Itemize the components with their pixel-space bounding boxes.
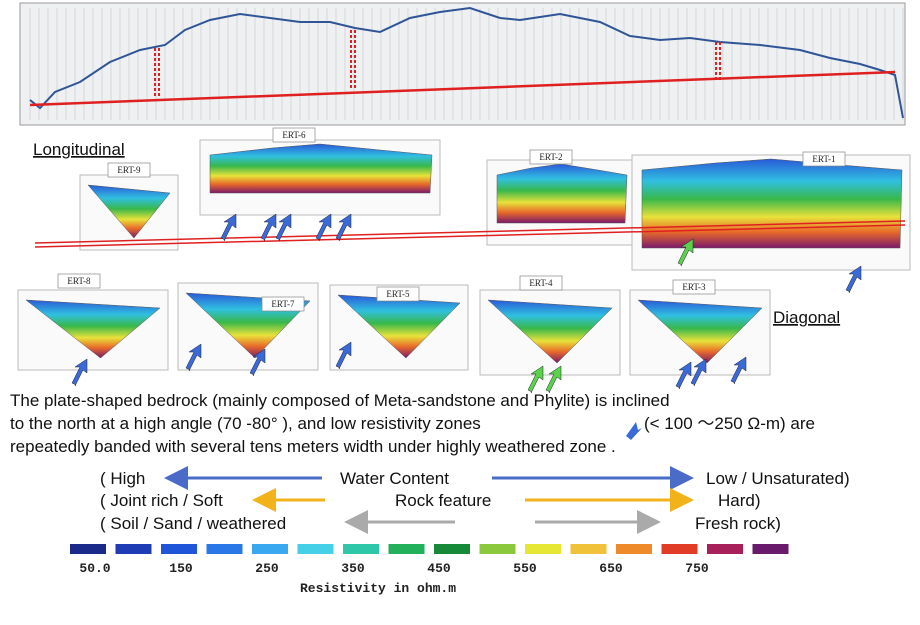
profile-panel — [19, 2, 906, 126]
description-line: repeatedly banded with several tens mete… — [10, 437, 616, 456]
color-swatch — [616, 544, 652, 554]
resistivity-section — [209, 143, 433, 194]
ert-label-box — [376, 286, 420, 302]
color-swatch — [570, 544, 607, 554]
colorbar-title: Resistivity in ohm.m — [300, 581, 456, 596]
resistivity-section — [25, 299, 161, 359]
color-swatch — [343, 544, 379, 554]
color-swatch — [206, 544, 243, 554]
colorbar-label: 650 — [599, 561, 623, 576]
zone-arrow — [275, 213, 292, 242]
legend-text: Hard) — [718, 491, 761, 510]
ert-panels: ERT-9 ERT-6 ERT-2 ERT-1 ERT-8 ERT-7 ERT-5 ERT-4… — [17, 127, 911, 376]
ert-label-box — [802, 151, 846, 167]
color-swatch — [297, 544, 334, 554]
resistivity-section — [641, 158, 903, 249]
ert-label-box — [57, 273, 101, 289]
bedrock-line — [29, 70, 896, 107]
ert-label: ERT-3 — [682, 282, 706, 292]
profile-grid — [29, 8, 904, 120]
zone-arrow — [315, 213, 332, 242]
legend-text: Rock feature — [395, 491, 491, 510]
colorbar-label: 150 — [169, 561, 193, 576]
colorbar-label: 250 — [255, 561, 279, 576]
ert-label-box — [519, 275, 563, 291]
color-swatch — [161, 544, 197, 554]
ert-label-box — [107, 162, 151, 178]
legend-text: Fresh rock) — [695, 514, 781, 533]
description-line: to the north at a high angle (70 -80° ),… — [10, 414, 481, 433]
ert-label: ERT-9 — [117, 165, 141, 175]
zone-arrow — [845, 265, 862, 294]
zone-arrow — [690, 358, 707, 387]
zone-arrow — [249, 348, 266, 377]
ert-label: ERT-8 — [67, 276, 91, 286]
color-swatch — [434, 544, 470, 554]
legend-text: ( Soil / Sand / weathered — [100, 514, 286, 533]
arrow-icon — [626, 422, 642, 440]
legend-text: ( High — [100, 469, 145, 488]
ert-label: ERT-5 — [386, 289, 410, 299]
ert-label: ERT-2 — [539, 152, 562, 162]
resistivity-section — [87, 184, 171, 239]
colorbar: 50.0 150 250 350 450 550 650 750 — [70, 544, 789, 576]
zone-arrow — [545, 365, 562, 394]
ert-label-box — [672, 279, 716, 295]
section-label: Longitudinal — [33, 140, 125, 159]
zone-arrow — [185, 343, 202, 372]
resistivity-section — [487, 299, 613, 364]
color-swatch — [115, 544, 152, 554]
colorbar-label: 750 — [685, 561, 709, 576]
zone-arrow — [730, 356, 747, 385]
color-swatch — [707, 544, 743, 554]
zone-arrow — [677, 238, 694, 267]
ert-label: ERT-7 — [271, 299, 295, 309]
ert-label: ERT-6 — [282, 130, 306, 140]
color-swatch — [752, 544, 789, 554]
color-swatch — [388, 544, 425, 554]
colorbar-label: 50.0 — [79, 561, 110, 576]
ert-label-box — [272, 127, 316, 143]
zone-arrows — [71, 213, 862, 394]
zone-arrow — [527, 365, 544, 394]
legend-text: ( Joint rich / Soft — [100, 491, 223, 510]
legend: ( High Water Content Low / Unsaturated) … — [100, 466, 850, 534]
color-swatch — [479, 544, 516, 554]
zone-arrow — [71, 358, 88, 387]
profile-frame — [19, 2, 906, 126]
colorbar-label: 450 — [427, 561, 451, 576]
zone-arrow — [220, 213, 237, 242]
terrain-profile — [29, 6, 904, 119]
color-swatch — [661, 544, 698, 554]
ert-label-box — [261, 296, 305, 312]
description-line: (< 100 ～250 Ω-m) are — [644, 414, 815, 433]
zone-arrow — [335, 213, 352, 242]
color-swatch — [252, 544, 288, 554]
colorbar-label: 550 — [513, 561, 537, 576]
colorbar-label: 350 — [341, 561, 365, 576]
zone-arrow — [335, 341, 352, 370]
legend-text: Low / Unsaturated) — [706, 469, 850, 488]
legend-text: Water Content — [340, 469, 449, 488]
ert-label-box — [529, 149, 573, 165]
trend-line — [34, 220, 906, 248]
color-swatch — [70, 544, 106, 554]
color-swatch — [525, 544, 561, 554]
ert-label: ERT-4 — [529, 278, 553, 288]
section-markers — [154, 30, 721, 98]
resistivity-section — [496, 163, 628, 224]
resistivity-section — [637, 299, 763, 364]
description-line: The plate-shaped bedrock (mainly compose… — [10, 391, 670, 410]
zone-arrow — [675, 361, 692, 390]
zone-arrow — [260, 213, 277, 242]
section-label: Diagonal — [773, 308, 840, 327]
ert-label: ERT-1 — [812, 154, 835, 164]
